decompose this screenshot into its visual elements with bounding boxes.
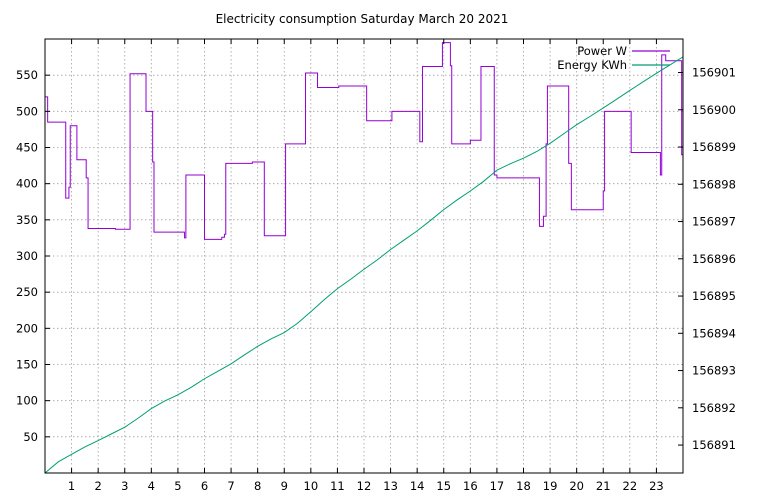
y2-tick-label: 156897 xyxy=(692,215,736,229)
chart-title: Electricity consumption Saturday March 2… xyxy=(216,12,509,26)
y2-tick-label: 156898 xyxy=(692,177,736,191)
y2-tick-label: 156896 xyxy=(692,252,736,266)
y-tick-label: 100 xyxy=(16,394,38,408)
x-tick-label: 12 xyxy=(357,479,372,493)
y2-tick-label: 156895 xyxy=(692,289,736,303)
x-tick-label: 5 xyxy=(174,479,181,493)
y2-tick-label: 156901 xyxy=(692,66,736,80)
x-tick-label: 13 xyxy=(383,479,398,493)
y-tick-label: 550 xyxy=(16,68,38,82)
series-layer xyxy=(44,42,684,474)
y-tick-label: 250 xyxy=(16,285,38,299)
x-tick-label: 23 xyxy=(649,479,664,493)
legend-label-energy: Energy KWh xyxy=(557,58,627,72)
x-tick-label: 18 xyxy=(516,479,531,493)
x-tick-label: 4 xyxy=(148,479,155,493)
x-tick-label: 10 xyxy=(304,479,319,493)
y-tick-label: 400 xyxy=(16,177,38,191)
x-tick-label: 21 xyxy=(596,479,611,493)
legend-label-power: Power W xyxy=(577,44,627,58)
y2-tick-label: 156892 xyxy=(692,401,736,415)
series-line-energy xyxy=(44,56,684,474)
y2-tick-label: 156900 xyxy=(692,103,736,117)
y-tick-label: 350 xyxy=(16,213,38,227)
legend: Power W Energy KWh xyxy=(557,44,670,72)
x-tick-label: 2 xyxy=(95,479,102,493)
y-tick-label: 300 xyxy=(16,249,38,263)
y-tick-label: 150 xyxy=(16,358,38,372)
x-tick-label: 19 xyxy=(543,479,558,493)
x-tick-label: 22 xyxy=(623,479,638,493)
x-tick-label: 15 xyxy=(436,479,451,493)
x-tick-label: 17 xyxy=(490,479,505,493)
x-tick-label: 11 xyxy=(330,479,345,493)
y2-tick-label: 156891 xyxy=(692,438,736,452)
x-tick-label: 16 xyxy=(463,479,478,493)
x-tick-label: 14 xyxy=(410,479,425,493)
y2-tick-label: 156894 xyxy=(692,326,736,340)
y-tick-label: 450 xyxy=(16,141,38,155)
y-tick-label: 200 xyxy=(16,321,38,335)
x-tick-label: 20 xyxy=(569,479,584,493)
x-tick-label: 8 xyxy=(254,479,261,493)
series-line-power xyxy=(45,42,683,240)
x-tick-label: 7 xyxy=(227,479,234,493)
x-tick-label: 9 xyxy=(281,479,288,493)
x-tick-label: 1 xyxy=(68,479,75,493)
y-tick-label: 50 xyxy=(23,430,38,444)
x-tick-label: 6 xyxy=(201,479,208,493)
y-tick-label: 500 xyxy=(16,104,38,118)
y2-tick-label: 156899 xyxy=(692,140,736,154)
x-tick-label: 3 xyxy=(121,479,128,493)
y2-tick-label: 156893 xyxy=(692,364,736,378)
grid-layer xyxy=(45,39,683,473)
axis-layer: 1 2 3 4 5 6 7 8 9 10 11 12 13 14 15 16 17 18 19 20 21 22 23501… xyxy=(16,39,736,493)
